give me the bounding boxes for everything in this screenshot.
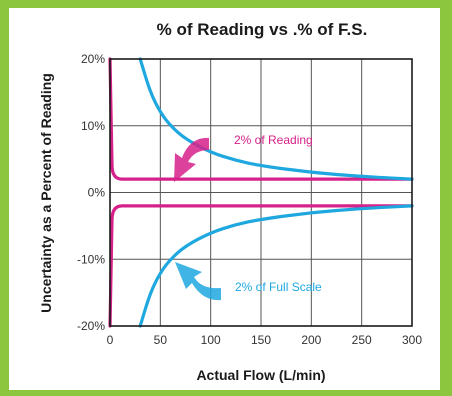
x-tick-label: 200 xyxy=(301,333,321,347)
y-tick-label: 10% xyxy=(81,119,105,133)
y-tick-label: -20% xyxy=(77,319,105,333)
chart-svg: % of Reading vs .% of F.S. Uncertainty a… xyxy=(38,20,422,383)
y-tick-label: 20% xyxy=(81,52,105,66)
annotation-reading-label: 2% of Reading xyxy=(234,133,313,147)
x-tick-label: 250 xyxy=(352,333,372,347)
series-1-lower-line xyxy=(138,204,414,328)
plot-frame xyxy=(109,58,413,327)
y-axis-label: Uncertainty as a Percent of Reading xyxy=(38,73,54,313)
fullscale-arrow-icon xyxy=(175,262,221,301)
reading-arrow-icon xyxy=(174,137,209,182)
chart-card: % of Reading vs .% of F.S. Uncertainty a… xyxy=(9,8,440,390)
annotations-layer: 2% of Reading 2% of Full Scale xyxy=(174,133,322,301)
y-tick-label: -10% xyxy=(77,252,105,266)
chart-title: % of Reading vs .% of F.S. xyxy=(157,20,368,39)
ticks-layer: 0 50 100 150 200 250 300 20% 10% 0% -10% -20% xyxy=(77,52,422,347)
x-tick-label: 300 xyxy=(402,333,422,347)
x-tick-label: 50 xyxy=(154,333,168,347)
annotation-fullscale-label: 2% of Full Scale xyxy=(235,280,322,294)
x-tick-label: 0 xyxy=(107,333,114,347)
x-tick-label: 100 xyxy=(201,333,221,347)
series-0-lower-line xyxy=(108,204,414,328)
series-0-upper-line xyxy=(108,57,414,181)
x-axis-label: Actual Flow (L/min) xyxy=(196,367,325,383)
x-tick-label: 150 xyxy=(251,333,271,347)
y-tick-label: 0% xyxy=(88,186,106,200)
